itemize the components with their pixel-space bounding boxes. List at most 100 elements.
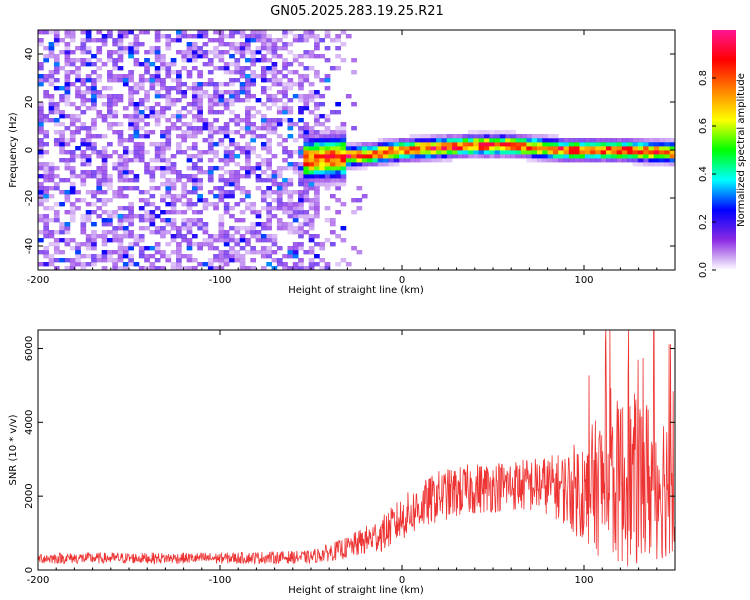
spectrogram-cell bbox=[133, 122, 140, 127]
spectrogram-cell bbox=[255, 38, 262, 43]
spectrogram-cell bbox=[181, 82, 188, 87]
spectrogram-cell bbox=[356, 146, 363, 151]
spectrogram-cell bbox=[637, 150, 644, 155]
spectrogram-cell bbox=[85, 50, 92, 55]
spectrogram-cell bbox=[600, 146, 607, 151]
spectrogram-cell bbox=[176, 30, 182, 35]
spectrogram-cell bbox=[48, 186, 55, 191]
spectrogram-cell bbox=[499, 138, 506, 143]
spectrogram-cell bbox=[271, 74, 278, 79]
spectrogram-cell bbox=[69, 38, 76, 43]
spectrogram-cell bbox=[43, 130, 50, 135]
spectrogram-cell bbox=[409, 146, 416, 151]
spectrogram-cell bbox=[276, 90, 283, 95]
spectrogram-cell bbox=[648, 158, 655, 163]
spectrogram-cell bbox=[324, 130, 331, 135]
spectrogram-cell bbox=[128, 258, 134, 263]
spectrogram-cell bbox=[64, 258, 71, 263]
spectrogram-cell bbox=[462, 154, 469, 159]
spectrogram-cell bbox=[165, 98, 172, 103]
spectrogram-cell bbox=[64, 82, 71, 87]
spectrogram-cell bbox=[80, 102, 87, 107]
spectrogram-cell bbox=[112, 62, 119, 67]
spectrogram-cell bbox=[367, 158, 373, 163]
spectrogram-cell bbox=[255, 214, 262, 219]
spectrogram-cell bbox=[234, 174, 241, 179]
spectrogram-cell bbox=[292, 94, 299, 99]
spectrogram-cell bbox=[462, 146, 469, 151]
spectrogram-cell bbox=[170, 58, 177, 63]
spectrogram-cell bbox=[255, 238, 262, 243]
spectrogram-cell bbox=[197, 198, 203, 203]
spectrogram-cell bbox=[271, 122, 278, 127]
x-tick-label: -100 bbox=[209, 575, 232, 586]
spectrogram-cell bbox=[303, 190, 310, 195]
spectrogram-cell bbox=[340, 122, 347, 127]
spectrogram-cell bbox=[255, 166, 262, 171]
spectrogram-cell bbox=[314, 90, 320, 95]
spectrogram-cell bbox=[229, 206, 235, 211]
spectrogram-cell bbox=[568, 154, 575, 159]
spectrogram-cell bbox=[298, 194, 304, 199]
spectrogram-cell bbox=[128, 158, 134, 163]
spectrogram-cell bbox=[117, 130, 124, 135]
spectrogram-cell bbox=[250, 146, 257, 151]
y-tick-label: -20 bbox=[24, 190, 35, 206]
snr-plot-area bbox=[38, 330, 675, 570]
spectrogram-cell bbox=[329, 222, 336, 227]
spectrogram-cell bbox=[186, 46, 193, 51]
spectrogram-cell bbox=[112, 130, 119, 135]
spectrogram-cell bbox=[213, 30, 219, 35]
spectrogram-cell bbox=[176, 70, 182, 75]
spectrogram-cell bbox=[298, 262, 304, 267]
spectrogram-cell bbox=[96, 50, 103, 55]
spectrogram-cell bbox=[329, 170, 336, 175]
spectrogram-cell bbox=[526, 142, 533, 147]
spectrogram-cell bbox=[515, 138, 522, 143]
colorbar-tick-label: 0.4 bbox=[698, 166, 709, 182]
spectrogram-cell bbox=[239, 82, 246, 87]
spectrogram-cell bbox=[335, 234, 341, 239]
spectrogram-cell bbox=[170, 194, 177, 199]
spectrogram-cell bbox=[122, 114, 129, 119]
spectrogram-cell bbox=[287, 30, 294, 35]
spectrogram-cell bbox=[229, 42, 235, 47]
spectrogram-cell bbox=[69, 210, 76, 215]
spectrogram-cell bbox=[101, 154, 108, 159]
spectrogram-cell bbox=[245, 250, 251, 255]
spectrogram-cell bbox=[181, 106, 188, 111]
spectrogram-cell bbox=[340, 58, 347, 63]
spectrogram-cell bbox=[160, 130, 166, 135]
spectrogram-cell bbox=[276, 226, 283, 231]
spectrogram-cell bbox=[117, 30, 124, 35]
spectrogram-cell bbox=[149, 230, 156, 235]
spectrogram-cell bbox=[117, 254, 124, 259]
spectrogram-cell bbox=[38, 62, 44, 67]
spectrogram-cell bbox=[223, 34, 230, 39]
spectrogram-cell bbox=[181, 130, 188, 135]
spectrogram-cell bbox=[250, 258, 257, 263]
spectrogram-cell bbox=[117, 134, 124, 139]
spectrogram-cell bbox=[191, 258, 198, 263]
spectrogram-cell bbox=[239, 146, 246, 151]
spectrogram-cell bbox=[234, 146, 241, 151]
spectrogram-cell bbox=[101, 42, 108, 47]
spectrogram-cell bbox=[234, 62, 241, 67]
spectrogram-cell bbox=[314, 134, 320, 139]
spectrogram-cell bbox=[170, 154, 177, 159]
spectrogram-cell bbox=[96, 154, 103, 159]
spectrogram-cell bbox=[43, 30, 50, 35]
spectrogram-cell bbox=[552, 134, 559, 139]
spectrogram-cell bbox=[393, 138, 400, 143]
spectrogram-cell bbox=[388, 150, 395, 155]
spectrogram-cell bbox=[197, 98, 203, 103]
spectrogram-cell bbox=[260, 126, 267, 131]
spectrogram-cell bbox=[282, 86, 288, 91]
spectrogram-cell bbox=[245, 86, 251, 91]
spectrogram-cell bbox=[282, 34, 288, 39]
spectrogram-cell bbox=[526, 138, 533, 143]
spectrogram-cell bbox=[250, 202, 257, 207]
spectrogram-cell bbox=[53, 30, 60, 35]
spectrogram-cell bbox=[160, 218, 166, 223]
spectrogram-cell bbox=[521, 146, 527, 151]
